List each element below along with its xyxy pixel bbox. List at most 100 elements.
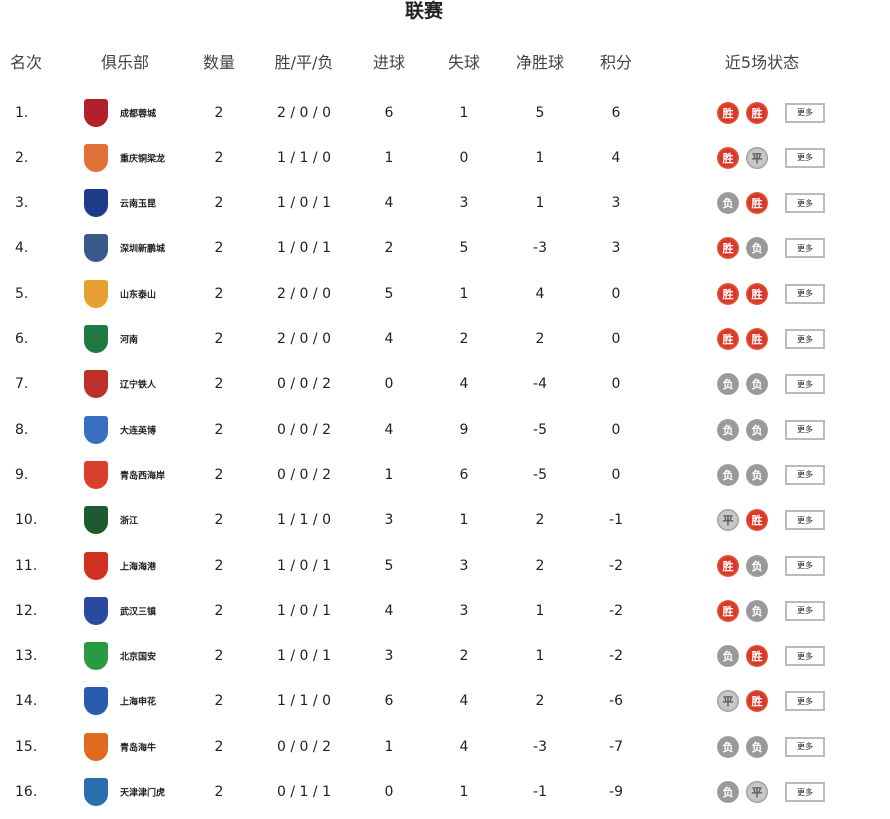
points: -2 bbox=[609, 557, 623, 574]
club-name[interactable]: 重庆铜梁龙 bbox=[120, 154, 166, 165]
goals-for: 1 bbox=[384, 466, 394, 483]
form-badge-win: 胜 bbox=[717, 282, 739, 305]
form-badge-loss: 负 bbox=[717, 645, 739, 668]
club-logo-icon bbox=[84, 778, 108, 806]
more-button[interactable]: 更多 bbox=[785, 600, 825, 621]
goals-against: 3 bbox=[459, 195, 469, 212]
points: 6 bbox=[611, 104, 621, 121]
more-button[interactable]: 更多 bbox=[785, 782, 825, 802]
form-badge-loss: 负 bbox=[717, 373, 739, 396]
wdl: 0 / 1 / 1 bbox=[277, 784, 331, 800]
club-name[interactable]: 青岛海牛 bbox=[120, 743, 157, 754]
goals-against: 9 bbox=[459, 421, 469, 438]
goals-for: 4 bbox=[384, 195, 394, 212]
more-button[interactable]: 更多 bbox=[785, 147, 825, 168]
club-name[interactable]: 云南玉昆 bbox=[120, 199, 157, 210]
wdl: 1 / 0 / 1 bbox=[277, 240, 331, 257]
table-row: 5. 山东泰山 2 2 / 0 / 0 5 1 4 0 胜胜更多 bbox=[0, 271, 890, 316]
goal-diff: 1 bbox=[535, 648, 545, 665]
wdl: 1 / 1 / 0 bbox=[277, 149, 331, 166]
club-name[interactable]: 天津津门虎 bbox=[120, 788, 166, 799]
more-button[interactable]: 更多 bbox=[785, 691, 825, 712]
club-logo-icon bbox=[84, 98, 108, 127]
form-badge-loss: 负 bbox=[746, 418, 768, 441]
wdl: 0 / 0 / 2 bbox=[277, 466, 331, 483]
rank: 6. bbox=[15, 331, 29, 347]
table-row: 7. 辽宁铁人 2 0 / 0 / 2 0 4 -4 0 负负更多 bbox=[0, 362, 890, 407]
rank: 15. bbox=[15, 738, 38, 755]
table-row: 9. 青岛西海岸 2 0 / 0 / 2 1 6 -5 0 负负更多 bbox=[0, 452, 890, 497]
rank: 2. bbox=[15, 149, 29, 166]
goals-against: 3 bbox=[459, 557, 469, 574]
more-button[interactable]: 更多 bbox=[785, 510, 825, 531]
wdl: 1 / 0 / 1 bbox=[277, 602, 331, 619]
goals-against: 6 bbox=[459, 466, 469, 483]
club-name[interactable]: 浙江 bbox=[120, 516, 139, 527]
played: 2 bbox=[214, 648, 224, 665]
played: 2 bbox=[214, 693, 224, 710]
club-name[interactable]: 大连英博 bbox=[120, 426, 157, 437]
played: 2 bbox=[214, 195, 224, 212]
wdl: 0 / 0 / 2 bbox=[277, 376, 331, 393]
club-name[interactable]: 武汉三镇 bbox=[120, 607, 157, 618]
wdl: 1 / 0 / 1 bbox=[277, 195, 331, 212]
more-button[interactable]: 更多 bbox=[785, 329, 825, 349]
goal-diff: -3 bbox=[533, 738, 547, 755]
club-logo-icon bbox=[84, 732, 108, 761]
club-name[interactable]: 辽宁铁人 bbox=[120, 380, 157, 391]
club-logo-icon bbox=[84, 143, 108, 172]
goals-for: 1 bbox=[384, 738, 394, 755]
goals-for: 1 bbox=[384, 149, 394, 166]
club-name[interactable]: 北京国安 bbox=[120, 652, 157, 663]
table-row: 12. 武汉三镇 2 1 / 0 / 1 4 3 1 -2 胜负更多 bbox=[0, 588, 890, 633]
more-button[interactable]: 更多 bbox=[785, 283, 825, 304]
form-badge-loss: 负 bbox=[717, 781, 739, 803]
club-name[interactable]: 山东泰山 bbox=[120, 290, 157, 301]
goal-diff: 1 bbox=[535, 195, 545, 212]
goals-against: 4 bbox=[459, 738, 469, 755]
table-row: 13. 北京国安 2 1 / 0 / 1 3 2 1 -2 负胜更多 bbox=[0, 634, 890, 679]
goals-for: 2 bbox=[384, 240, 394, 257]
rank: 5. bbox=[15, 285, 29, 302]
club-name[interactable]: 青岛西海岸 bbox=[120, 471, 166, 482]
played: 2 bbox=[214, 602, 224, 619]
form-badge-win: 胜 bbox=[717, 146, 739, 169]
goal-diff: -3 bbox=[533, 240, 547, 257]
header-played: 数量 bbox=[202, 53, 236, 72]
rank: 7. bbox=[15, 376, 29, 393]
more-button[interactable]: 更多 bbox=[785, 646, 825, 667]
table-row: 6. 河南 2 2 / 0 / 0 4 2 2 0 胜胜更多 bbox=[0, 317, 890, 362]
table-row: 1. 成都蓉城 2 2 / 0 / 0 6 1 5 6 胜胜更多 bbox=[0, 90, 890, 135]
points: -2 bbox=[609, 602, 623, 619]
club-name[interactable]: 上海海港 bbox=[120, 562, 157, 572]
club-logo-icon bbox=[84, 279, 108, 308]
more-button[interactable]: 更多 bbox=[785, 736, 825, 757]
more-button[interactable]: 更多 bbox=[785, 102, 825, 123]
header-wdl: 胜/平/负 bbox=[274, 53, 334, 72]
more-button[interactable]: 更多 bbox=[785, 419, 825, 440]
rank: 9. bbox=[15, 466, 29, 483]
goal-diff: -5 bbox=[533, 466, 547, 483]
club-name[interactable]: 上海申花 bbox=[120, 697, 157, 708]
points: 0 bbox=[611, 421, 621, 438]
club-name[interactable]: 深圳新鹏城 bbox=[120, 244, 166, 255]
more-button[interactable]: 更多 bbox=[785, 193, 825, 214]
more-button[interactable]: 更多 bbox=[785, 374, 825, 395]
more-button[interactable]: 更多 bbox=[785, 238, 825, 259]
rank: 8. bbox=[15, 421, 29, 438]
wdl: 0 / 0 / 2 bbox=[277, 738, 331, 755]
more-button[interactable]: 更多 bbox=[785, 555, 825, 576]
club-logo-icon bbox=[84, 506, 108, 535]
goals-against: 1 bbox=[459, 784, 469, 800]
points: 0 bbox=[611, 331, 621, 347]
wdl: 1 / 0 / 1 bbox=[277, 648, 331, 665]
played: 2 bbox=[214, 466, 224, 483]
club-logo-icon bbox=[84, 687, 108, 716]
more-button[interactable]: 更多 bbox=[785, 464, 825, 485]
played: 2 bbox=[214, 149, 224, 166]
club-name[interactable]: 河南 bbox=[120, 335, 139, 346]
goals-against: 4 bbox=[459, 693, 469, 710]
club-name[interactable]: 成都蓉城 bbox=[120, 109, 157, 119]
form-badge-draw: 平 bbox=[746, 146, 768, 169]
header-points: 积分 bbox=[599, 53, 633, 72]
